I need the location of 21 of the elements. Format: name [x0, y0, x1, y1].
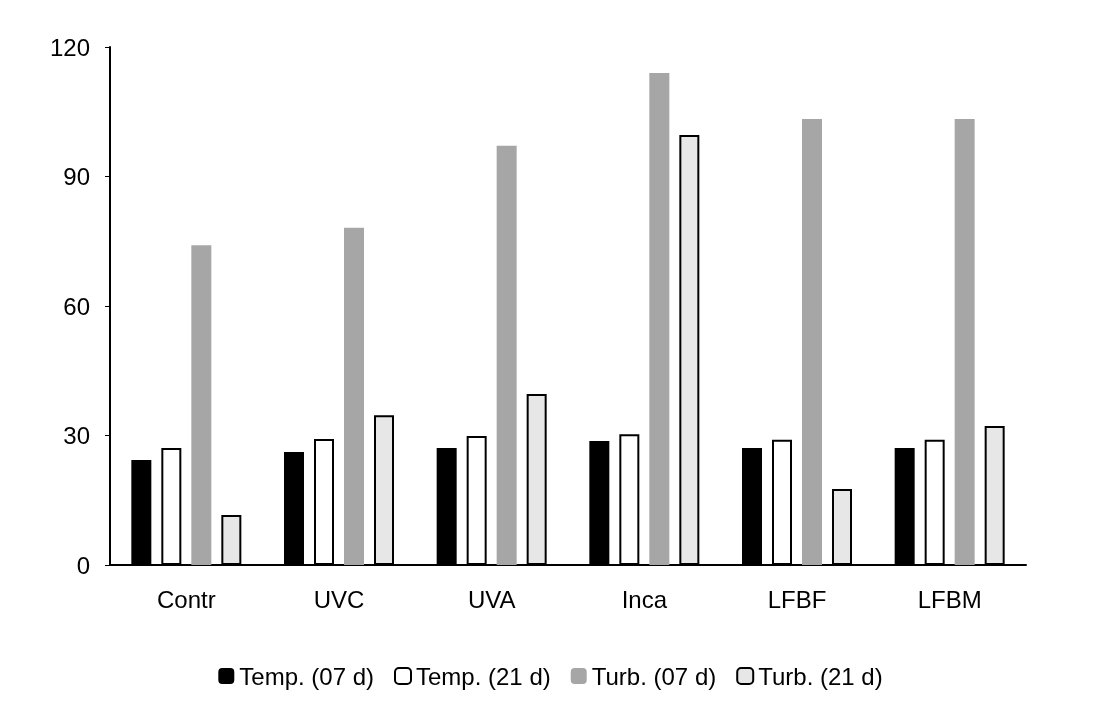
- x-tick-label: UVC: [313, 585, 365, 613]
- bar: [649, 72, 670, 565]
- legend-label: Temp. (21 d): [416, 662, 551, 690]
- y-tick-label: 0: [76, 551, 90, 579]
- bar: [954, 119, 975, 565]
- legend-label: Temp. (07 d): [239, 662, 375, 690]
- bar: [496, 145, 517, 565]
- y-tick-label: 30: [63, 422, 90, 449]
- bar: [191, 245, 212, 565]
- y-tick-label: 90: [63, 163, 90, 190]
- x-tick-label: Contr: [156, 585, 216, 613]
- legend-label: Turb. (07 d): [591, 662, 717, 690]
- y-tick-label: 120: [49, 33, 90, 61]
- x-tick-label: UVA: [467, 585, 516, 613]
- legend-label: Turb. (21 d): [758, 662, 883, 690]
- bar: [344, 227, 364, 565]
- x-tick-label: Inca: [621, 585, 668, 613]
- y-tick-label: 60: [63, 292, 90, 320]
- x-tick-label: LFBM: [917, 585, 982, 613]
- x-tick-label: LFBF: [767, 585, 827, 613]
- bar: [802, 119, 822, 565]
